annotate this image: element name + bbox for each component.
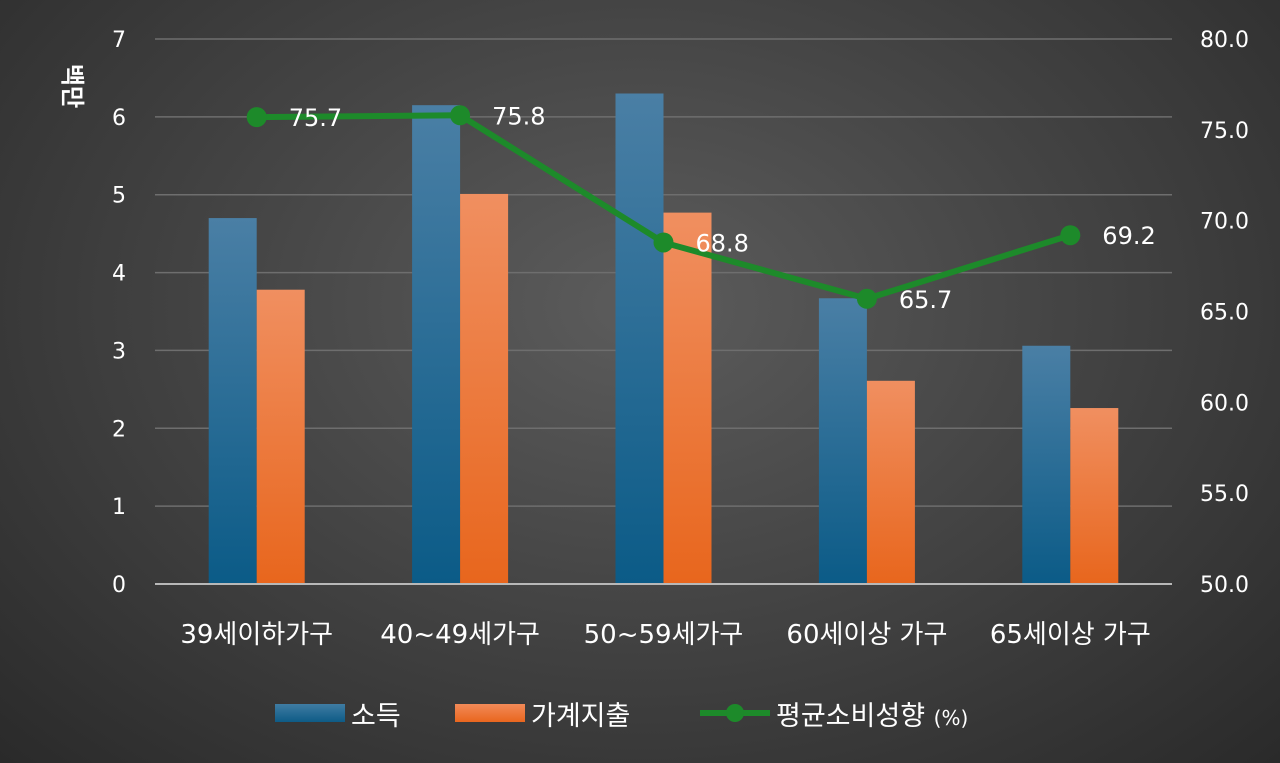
point-propensity [856,288,877,309]
point-propensity [246,107,267,128]
legend-swatch-income [275,704,345,722]
y2-tick-label: 65.0 [1200,301,1249,326]
x-tick-label: 60세이상 가구 [786,620,947,650]
bar-expenditure [663,212,712,584]
y2-tick-label: 50.0 [1200,573,1249,598]
y-tick-label: 0 [112,573,126,598]
y-tick-label: 3 [112,339,126,364]
y-axis-title: 백만 [58,64,86,108]
point-propensity [1060,225,1081,246]
legend-label-income: 소득 [351,700,401,732]
bar-expenditure [460,193,509,584]
x-tick-label: 40~49세가구 [380,620,540,650]
y-tick-label: 5 [112,184,126,209]
bar-income [412,105,461,584]
bars-layer [208,93,1119,585]
bar-income [615,93,664,584]
y2-tick-label: 75.0 [1200,119,1249,144]
x-tick-label: 65세이상 가구 [990,620,1151,650]
line-layer [246,105,1081,309]
point-propensity [653,232,674,253]
bar-income [1022,345,1071,584]
y-tick-label: 1 [112,495,126,520]
legend-item-expenditure: 가계지출 [455,688,630,738]
legend-label-expenditure: 가계지출 [531,700,631,732]
data-label-propensity: 65.7 [899,286,952,314]
legend-swatch-expenditure [455,704,525,722]
legend-label-propensity-unit: (%) [933,705,969,730]
x-tick-label: 50~59세가구 [584,620,744,650]
legend-label-propensity: 평균소비성향 (%) [776,694,968,733]
labels-layer: 0 1 2 3 4 5 6 7 50.0 55.0 60.0 65.0 70.0 75.0 80.0 39세이… [112,28,1249,650]
y2-tick-label: 60.0 [1200,391,1249,416]
legend-label-propensity-name: 평균소비성향 [776,700,926,732]
chart-svg: 0 1 2 3 4 5 6 7 50.0 55.0 60.0 65.0 70.0 75.0 80.0 39세이… [58,28,1249,650]
y-tick-label: 4 [112,262,126,287]
legend-item-propensity: 평균소비성향 (%) [700,688,968,738]
data-label-propensity: 69.2 [1102,222,1155,250]
x-tick-label: 39세이하가구 [180,620,333,650]
bar-expenditure [256,289,305,584]
y2-tick-label: 55.0 [1200,482,1249,507]
data-label-propensity: 68.8 [696,229,749,257]
y2-tick-label: 80.0 [1200,28,1249,53]
data-label-propensity: 75.8 [492,102,545,130]
legend: 소득 가계지출 평균소비성향 (%) [0,688,1280,738]
bar-expenditure [866,380,915,584]
bar-income [208,218,257,585]
y-tick-label: 6 [112,106,126,131]
data-label-propensity: 75.7 [289,104,342,132]
legend-swatch-propensity [700,704,770,722]
legend-item-income: 소득 [275,688,401,738]
y-tick-label: 2 [112,417,126,442]
y2-tick-label: 70.0 [1200,210,1249,235]
point-propensity [450,105,471,126]
bar-expenditure [1070,408,1119,584]
y-tick-label: 7 [112,28,126,53]
bar-income [818,298,867,584]
